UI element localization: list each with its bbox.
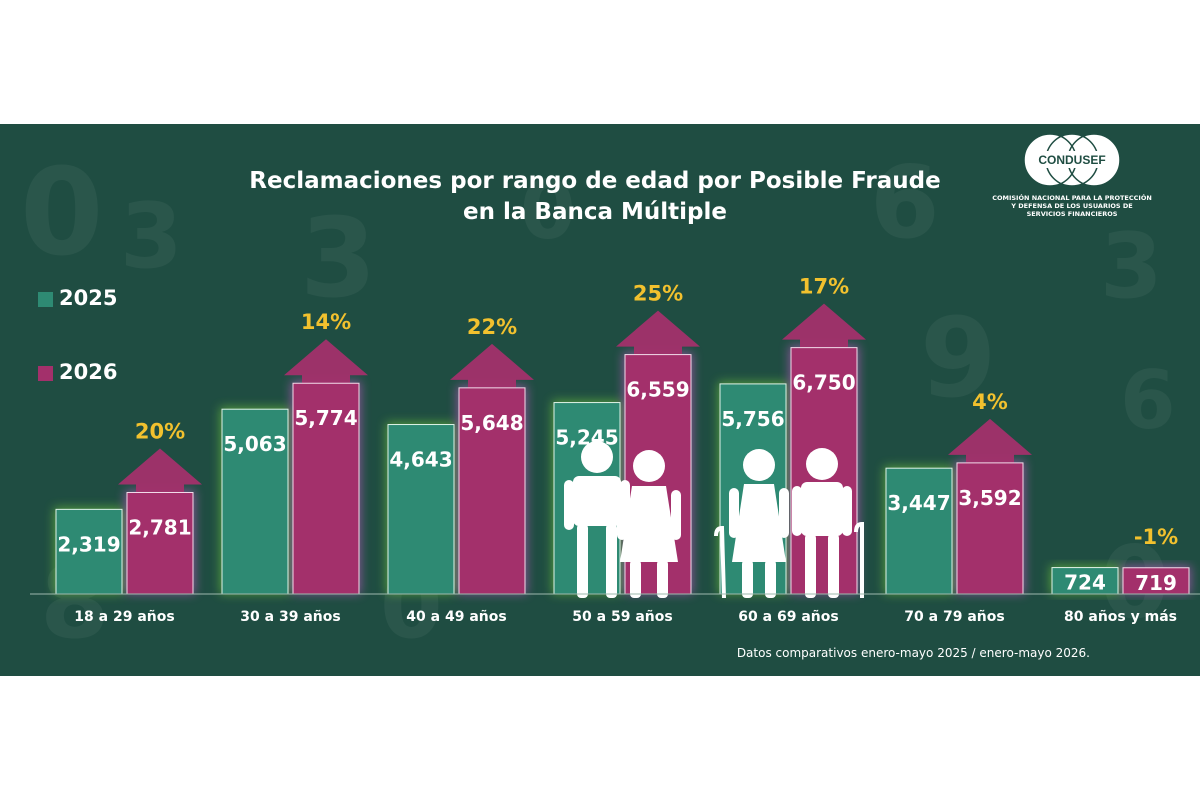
bar-value-label-2025: 4,643 — [389, 448, 452, 472]
bar-value-label-2025: 5,063 — [223, 432, 286, 456]
bar-value-label-2026: 719 — [1135, 571, 1177, 595]
condusef-logo-mark: CONDUSEF — [1023, 133, 1121, 187]
logo-subtitle-line1: COMISIÓN NACIONAL PARA LA PROTECCIÓN — [992, 194, 1152, 202]
infographic-panel: 0 3 3 0 6 3 9 6 8 0 0 Reclamaciones por … — [0, 124, 1200, 676]
increase-arrow-icon — [118, 448, 202, 493]
legend-label-2025: 2025 — [59, 286, 118, 310]
bar-2026 — [126, 491, 194, 595]
bar-value-label-2025: 5,756 — [721, 407, 784, 431]
category-label: 40 a 49 años — [406, 609, 506, 625]
bar-value-label-2025: 3,447 — [887, 491, 950, 515]
bar-2025 — [1051, 567, 1119, 595]
category-label: 18 a 29 años — [74, 609, 174, 625]
increase-arrow-icon — [284, 339, 368, 384]
category-label: 80 años y más — [1064, 609, 1177, 625]
bar-2026 — [1122, 567, 1190, 595]
legend-swatch-2026 — [38, 366, 53, 381]
bar-2025 — [55, 508, 123, 595]
elderly-person-icon — [729, 449, 789, 598]
bar-value-label-2026: 5,774 — [294, 406, 357, 430]
logo-name: CONDUSEF — [1038, 153, 1105, 167]
category-label: 60 a 69 años — [738, 609, 838, 625]
logo-subtitle-line3: SERVICIOS FINANCIEROS — [1026, 210, 1118, 218]
percent-change-label: 14% — [301, 310, 351, 334]
increase-arrow-icon — [782, 303, 866, 348]
bar-value-label-2025: 724 — [1064, 571, 1106, 595]
bar-2026 — [956, 462, 1024, 595]
percent-change-label: 4% — [972, 390, 1008, 414]
bar-chart: 2,319 2,781 20% 18 a 29 años 5,063 5,774 14% 30… — [30, 275, 1200, 625]
chart-title-line2: en la Banca Múltiple — [463, 199, 727, 225]
increase-arrow-icon — [616, 310, 700, 355]
bar-2025 — [885, 467, 953, 595]
bar-value-label-2026: 5,648 — [460, 411, 523, 435]
percent-change-label: 20% — [135, 419, 185, 443]
increase-arrow-icon — [450, 343, 534, 388]
bar-value-label-2026: 3,592 — [958, 486, 1021, 510]
bar-2026 — [458, 387, 526, 595]
elderly-person-icon — [617, 450, 681, 598]
cane-icon — [714, 525, 726, 599]
category-label: 50 a 59 años — [572, 609, 672, 625]
chart-title-line1: Reclamaciones por rango de edad por Posi… — [249, 168, 941, 194]
bar-2025 — [387, 424, 455, 595]
category-label: 30 a 39 años — [240, 609, 340, 625]
percent-change-label: -1% — [1134, 525, 1178, 549]
elderly-person-icon — [564, 441, 630, 598]
bar-2025 — [221, 408, 289, 595]
condusef-logo: CONDUSEF COMISIÓN NACIONAL PARA LA PROTE… — [980, 130, 1164, 230]
legend-swatch-2025 — [38, 292, 53, 307]
footnote: Datos comparativos enero-mayo 2025 / ene… — [736, 646, 1090, 660]
percent-change-label: 22% — [467, 315, 517, 339]
cane-icon — [854, 521, 864, 598]
bar-value-label-2026: 6,750 — [792, 371, 855, 395]
bar-value-label-2025: 5,245 — [555, 426, 618, 450]
bar-value-label-2025: 2,319 — [57, 532, 120, 556]
logo-subtitle-line2: Y DEFENSA DE LOS USUARIOS DE — [1011, 202, 1133, 210]
legend-label-2026: 2026 — [59, 360, 118, 384]
increase-arrow-icon — [948, 418, 1032, 463]
percent-change-label: 25% — [633, 282, 683, 306]
percent-change-label: 17% — [799, 275, 849, 299]
chart-title: Reclamaciones por rango de edad por Posi… — [200, 166, 990, 228]
logo-subtitle: COMISIÓN NACIONAL PARA LA PROTECCIÓN Y D… — [980, 194, 1164, 218]
bar-value-label-2026: 6,559 — [626, 378, 689, 402]
category-label: 70 a 79 años — [904, 609, 1004, 625]
bar-value-label-2026: 2,781 — [128, 515, 191, 539]
elderly-person-icon — [792, 448, 852, 598]
